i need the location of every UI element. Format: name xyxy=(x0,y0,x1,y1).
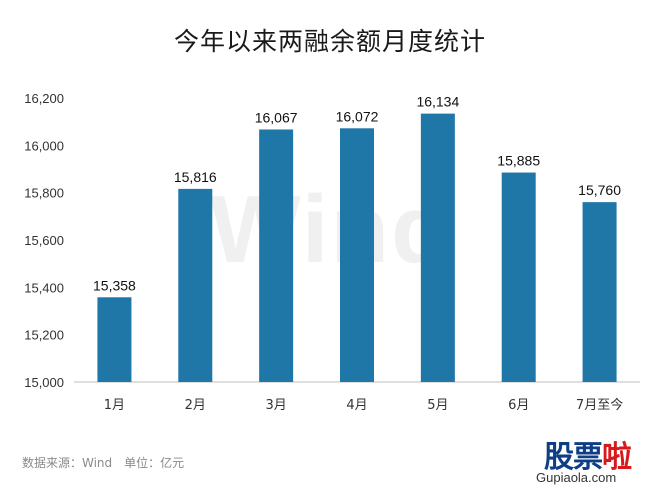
data-label: 15,358 xyxy=(93,277,136,293)
y-tick-label: 16,000 xyxy=(24,138,64,153)
bar xyxy=(501,172,536,382)
x-tick-label: 1月 xyxy=(104,398,125,413)
y-tick-label: 15,600 xyxy=(24,233,64,248)
y-tick-label: 16,200 xyxy=(24,91,64,106)
x-tick-label: 2月 xyxy=(185,398,206,413)
x-tick-label: 6月 xyxy=(508,398,529,413)
x-tick-label: 3月 xyxy=(266,398,287,413)
data-label: 15,816 xyxy=(174,169,217,185)
data-label: 16,067 xyxy=(255,109,298,125)
bar xyxy=(340,128,374,382)
bar xyxy=(420,113,455,383)
data-source-note: 数据来源：Wind 单位：亿元 xyxy=(22,456,185,470)
gupiaola-logo: 股票啦 xyxy=(544,440,632,475)
data-label: 16,134 xyxy=(416,94,459,110)
site-url: Gupiaola.com xyxy=(536,470,617,485)
y-tick-label: 15,200 xyxy=(24,328,64,343)
bar xyxy=(259,129,294,382)
bar xyxy=(97,297,132,382)
x-tick-label: 4月 xyxy=(346,398,367,413)
data-label: 16,072 xyxy=(336,108,379,124)
wind-watermark: Wind xyxy=(210,176,452,283)
bar xyxy=(178,188,213,382)
data-label: 15,885 xyxy=(497,153,540,169)
bar xyxy=(582,202,617,382)
y-tick-label: 15,400 xyxy=(24,280,64,295)
data-label: 15,760 xyxy=(578,182,621,198)
y-tick-label: 15,800 xyxy=(24,186,64,201)
y-tick-label: 15,000 xyxy=(24,375,64,390)
chart-title: 今年以来两融余额月度统计 xyxy=(173,27,486,56)
x-tick-label: 5月 xyxy=(427,398,448,413)
x-tick-label: 7月至今 xyxy=(576,397,623,413)
